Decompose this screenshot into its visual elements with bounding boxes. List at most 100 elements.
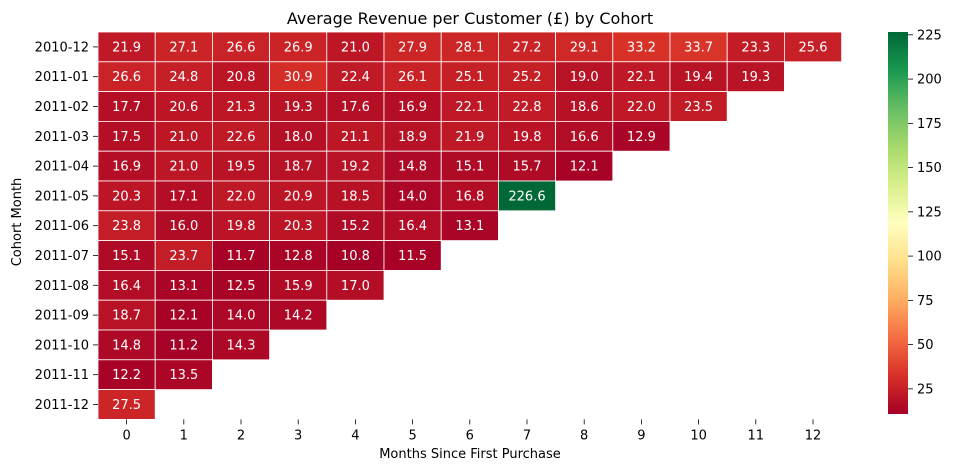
y-tick-label: 2011-07	[35, 249, 89, 264]
cell-value-label: 14.2	[284, 309, 313, 324]
cell-value-label: 19.2	[341, 160, 370, 175]
cell-value-label: 11.5	[398, 249, 427, 264]
cell-value-label: 17.5	[112, 130, 141, 145]
heatmap-cell	[154, 240, 213, 271]
heatmap-cell	[497, 61, 556, 92]
y-tick-label: 2010-12	[35, 40, 89, 55]
x-tick-label: 6	[466, 428, 474, 443]
cell-value-label: 19.4	[684, 70, 713, 85]
heatmap-cell	[211, 61, 270, 92]
cell-value-label: 12.2	[112, 368, 141, 383]
heatmap-cell	[269, 180, 328, 212]
heatmap-cell	[440, 150, 499, 182]
cell-value-label: 16.9	[112, 160, 141, 175]
cell-value-label: 26.6	[227, 40, 256, 55]
heatmap-cell	[154, 150, 213, 182]
cell-value-label: 21.9	[455, 130, 484, 145]
cell-value-label: 12.9	[627, 130, 656, 145]
cell-value-label: 20.3	[284, 219, 313, 234]
heatmap-cell	[211, 121, 270, 152]
cell-value-label: 28.1	[455, 40, 484, 55]
cell-value-label: 13.1	[455, 219, 484, 234]
cell-value-label: 18.5	[341, 189, 370, 204]
cell-value-label: 23.7	[169, 249, 198, 264]
cell-value-label: 15.2	[341, 219, 370, 234]
cell-value-label: 19.8	[513, 130, 542, 145]
heatmap-cell	[497, 180, 556, 212]
x-tick-label: 12	[805, 428, 822, 443]
cell-value-label: 14.8	[112, 338, 141, 353]
heatmap-cell	[326, 61, 385, 92]
heatmap-cell	[726, 61, 785, 92]
heatmap-cell	[97, 269, 156, 301]
cell-value-label: 22.8	[513, 100, 542, 115]
heatmap-cell	[383, 61, 442, 92]
cell-value-label: 27.2	[513, 40, 542, 55]
heatmap-cell	[97, 121, 156, 152]
heatmap-cell	[784, 31, 843, 63]
cell-value-label: 22.0	[627, 100, 656, 115]
cell-value-label: 22.0	[227, 189, 256, 204]
y-tick-label: 2011-04	[35, 160, 89, 175]
cell-value-label: 11.2	[169, 338, 198, 353]
heatmap-cell	[669, 91, 728, 122]
x-axis-ticks: 0 1 2 3 4 5 6 7 8 9 10 11 12	[122, 419, 821, 443]
cell-value-label: 12.1	[570, 160, 599, 175]
y-tick-label: 2011-01	[35, 70, 89, 85]
cell-value-label: 27.9	[398, 40, 427, 55]
heatmap-cell	[154, 31, 213, 63]
heatmap-cell	[440, 61, 499, 92]
colorbar-tick-label: 100	[917, 250, 942, 265]
cell-value-label: 18.9	[398, 130, 427, 145]
heatmap-cell	[269, 91, 328, 122]
x-tick-label: 10	[690, 428, 707, 443]
cell-value-label: 20.3	[112, 189, 141, 204]
cell-value-label: 23.8	[112, 219, 141, 234]
heatmap-cell	[211, 240, 270, 271]
cell-value-label: 27.5	[112, 398, 141, 413]
heatmap-cell	[97, 299, 156, 331]
cell-value-label: 15.1	[455, 160, 484, 175]
cell-value-label: 21.9	[112, 40, 141, 55]
heatmap-cell	[211, 91, 270, 122]
cell-value-label: 18.6	[570, 100, 599, 115]
cell-value-label: 26.9	[284, 40, 313, 55]
heatmap-cell	[612, 31, 671, 63]
cell-value-label: 21.0	[341, 40, 370, 55]
cell-value-label: 22.6	[227, 130, 256, 145]
cell-value-label: 15.9	[284, 279, 313, 294]
cell-value-label: 30.9	[284, 70, 313, 85]
heatmap-cell	[726, 31, 785, 63]
cell-value-label: 21.1	[341, 130, 370, 145]
cell-value-label: 19.0	[570, 70, 599, 85]
cell-value-label: 15.1	[112, 249, 141, 264]
heatmap-cell	[269, 210, 328, 242]
heatmap-cell	[211, 210, 270, 242]
heatmap-cell	[497, 31, 556, 63]
x-tick-label: 7	[523, 428, 531, 443]
cell-value-label: 20.6	[169, 100, 198, 115]
heatmap-cell	[211, 31, 270, 63]
cell-value-label: 19.5	[227, 160, 256, 175]
heatmap-cell	[269, 240, 328, 271]
cell-value-label: 16.4	[398, 219, 427, 234]
heatmap-cell	[154, 299, 213, 331]
colorbar-tick-label: 225	[917, 28, 942, 43]
cell-value-label: 18.7	[112, 309, 141, 324]
cell-value-label: 17.6	[341, 100, 370, 115]
cell-value-label: 33.7	[684, 40, 713, 55]
y-tick-label: 2011-06	[35, 219, 89, 234]
colorbar-tick-label: 25	[917, 382, 934, 397]
x-tick-label: 0	[122, 428, 130, 443]
heatmap-cells: 21.9 27.1 26.6 26.9 21.0 27.9 28.1 27.2 29.1 33.2…	[97, 31, 843, 420]
cell-value-label: 16.4	[112, 279, 141, 294]
x-tick-label: 11	[748, 428, 765, 443]
heatmap-cell	[269, 299, 328, 331]
cell-value-label: 33.2	[627, 40, 656, 55]
cell-value-label: 29.1	[570, 40, 599, 55]
heatmap-cell	[326, 150, 385, 182]
heatmap-cell	[440, 121, 499, 152]
heatmap-cell	[211, 299, 270, 331]
colorbar-tick-label: 75	[917, 294, 934, 309]
y-tick-label: 2011-11	[35, 368, 89, 383]
